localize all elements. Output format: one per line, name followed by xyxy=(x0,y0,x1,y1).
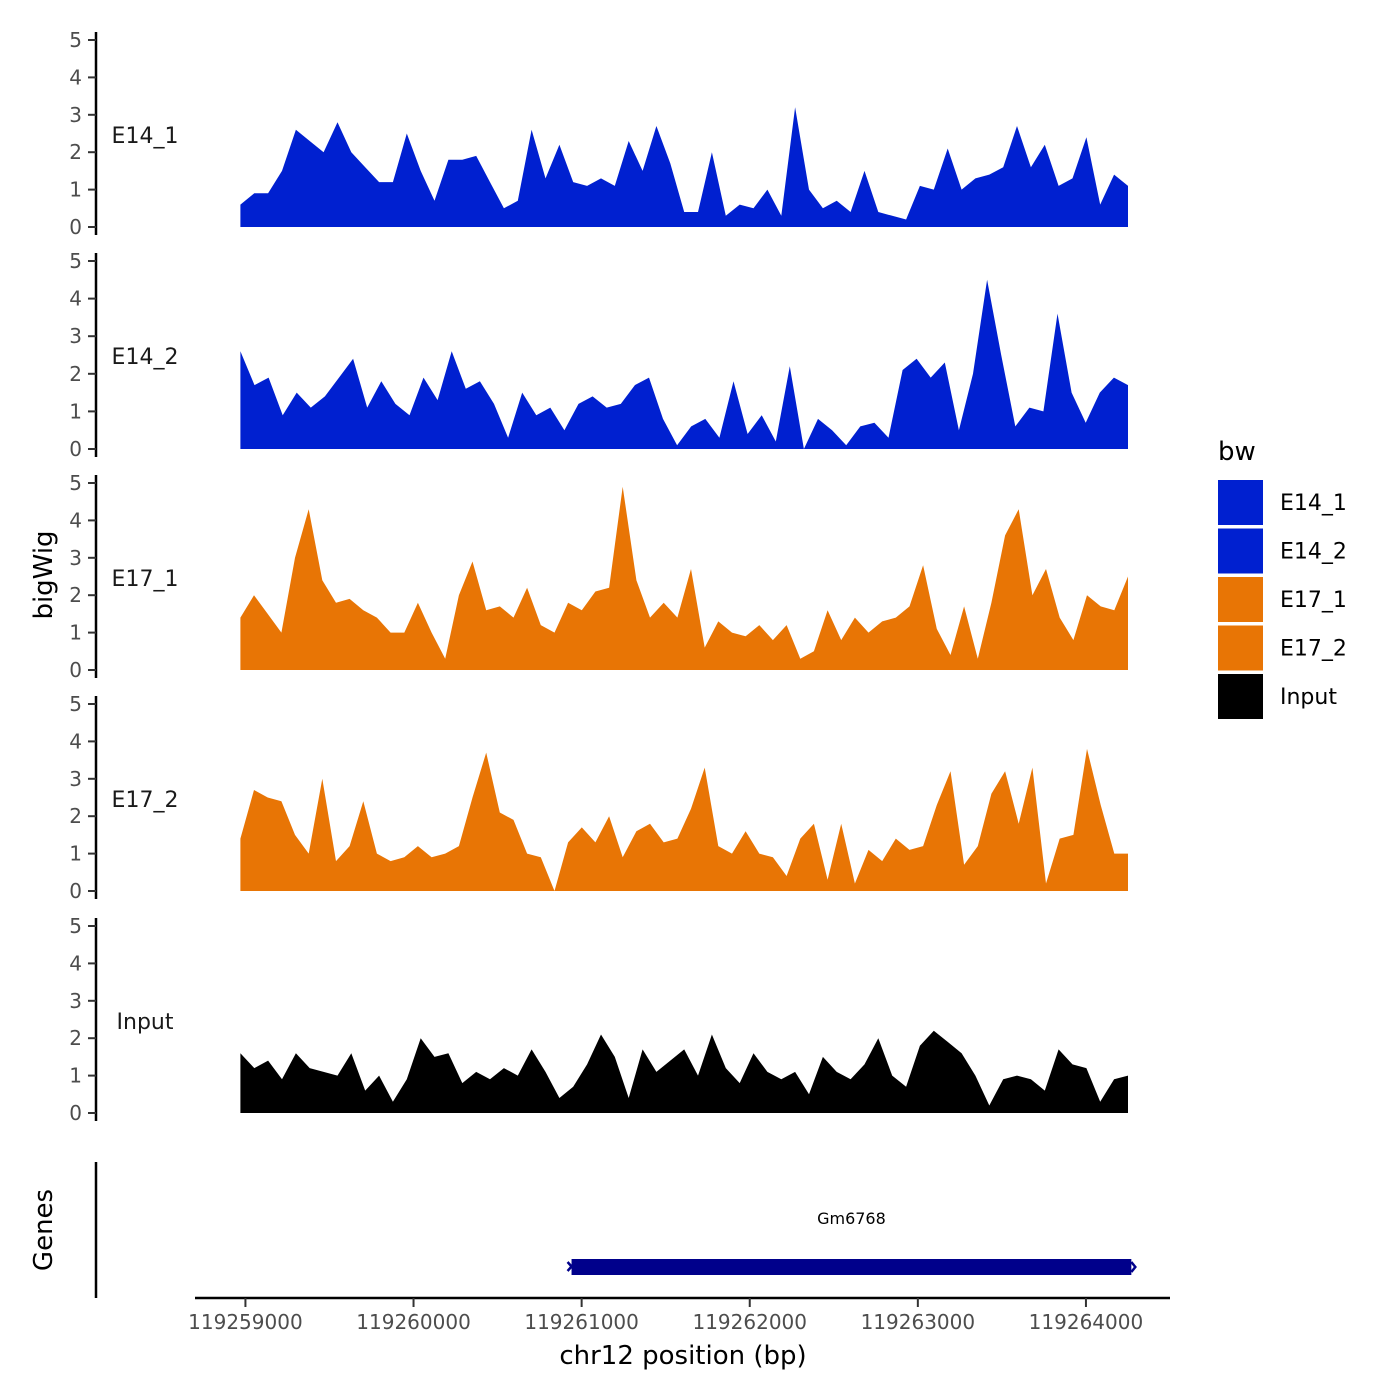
y-tick-label: 4 xyxy=(69,65,82,89)
legend-swatch xyxy=(1218,577,1263,622)
area-e17-2 xyxy=(240,748,1128,891)
x-tick-label: 119264000 xyxy=(1029,1310,1144,1334)
y-tick-label: 2 xyxy=(69,1026,82,1050)
legend-label: Input xyxy=(1280,685,1337,710)
legend-label: E14_1 xyxy=(1280,491,1347,516)
y-axis-title: bigWig xyxy=(29,530,59,619)
y-tick-label: 2 xyxy=(69,140,82,164)
y-tick-label: 0 xyxy=(69,879,82,903)
area-input xyxy=(240,1030,1128,1113)
area-e14-1 xyxy=(240,107,1128,227)
track-e17-1: 0 1 2 3 4 5 E17_1 xyxy=(69,471,1128,682)
legend-item-e14-2: E14_2 xyxy=(1218,528,1347,574)
y-tick-label: 1 xyxy=(69,399,82,423)
genes-panel-title: Genes xyxy=(29,1189,59,1271)
gene-start-marker xyxy=(566,1261,577,1272)
y-tick-label: 3 xyxy=(69,324,82,348)
x-tick-label: 119261000 xyxy=(524,1310,639,1334)
track-label: E17_1 xyxy=(112,567,179,592)
y-tick-label: 5 xyxy=(69,692,82,716)
track-input: 0 1 2 3 4 5 Input xyxy=(69,914,1128,1125)
legend-item-e17-2: E17_2 xyxy=(1218,625,1347,671)
track-label: E14_1 xyxy=(112,124,179,149)
legend-swatch xyxy=(1218,674,1263,719)
track-e14-2: 0 1 2 3 4 5 E14_2 xyxy=(69,249,1128,461)
legend-item-input: Input xyxy=(1218,674,1337,719)
area-e14-2 xyxy=(240,279,1128,449)
y-tick-label: 3 xyxy=(69,546,82,570)
y-tick-label: 2 xyxy=(69,804,82,828)
legend-label: E17_1 xyxy=(1280,588,1347,613)
legend-item-e14-1: E14_1 xyxy=(1218,480,1347,525)
legend-swatch xyxy=(1218,528,1263,574)
legend-swatch xyxy=(1218,480,1263,525)
track-e14-1: 0 1 2 3 4 5 E14_1 xyxy=(69,28,1128,239)
y-tick-label: 1 xyxy=(69,178,82,202)
signal-tracks: 0 1 2 3 4 5 E14_1 0 1 2 3 4 5 E14_2 0 1 2 3 4 5 E17_1 0 1 2 3 4 5 E… xyxy=(69,28,1128,1125)
legend-label: E14_2 xyxy=(1280,540,1347,565)
y-tick-label: 3 xyxy=(69,767,82,791)
y-tick-label: 1 xyxy=(69,842,82,866)
y-tick-label: 4 xyxy=(69,287,82,311)
y-tick-label: 2 xyxy=(69,583,82,607)
y-tick-label: 0 xyxy=(69,1101,82,1125)
y-tick-label: 5 xyxy=(69,914,82,938)
y-tick-label: 1 xyxy=(69,1064,82,1088)
legend-label: E17_2 xyxy=(1280,637,1347,662)
y-tick-label: 0 xyxy=(69,437,82,461)
gene-gm6768: Gm6768 xyxy=(566,1209,1137,1275)
track-label: E14_2 xyxy=(112,345,179,370)
gene-end-marker xyxy=(1130,1261,1137,1273)
area-e17-1 xyxy=(240,486,1128,670)
y-tick-label: 5 xyxy=(69,471,82,495)
y-tick-label: 0 xyxy=(69,658,82,682)
y-tick-label: 1 xyxy=(69,621,82,645)
track-e17-2: 0 1 2 3 4 5 E17_2 xyxy=(69,692,1128,903)
track-label: E17_2 xyxy=(112,788,179,813)
y-tick-label: 5 xyxy=(69,28,82,52)
x-axis-title: chr12 position (bp) xyxy=(559,1341,806,1371)
legend: bw E14_1 E14_2 E17_1 E17_2 Input xyxy=(1218,437,1347,719)
x-tick-label: 119262000 xyxy=(692,1310,807,1334)
legend-item-e17-1: E17_1 xyxy=(1218,577,1347,622)
y-tick-label: 0 xyxy=(69,215,82,239)
y-tick-label: 3 xyxy=(69,989,82,1013)
y-tick-label: 5 xyxy=(69,249,82,273)
track-label: Input xyxy=(117,1010,174,1035)
x-tick-label: 119260000 xyxy=(356,1310,471,1334)
legend-title: bw xyxy=(1218,437,1256,467)
y-tick-label: 4 xyxy=(69,951,82,975)
y-tick-label: 4 xyxy=(69,508,82,532)
legend-swatch xyxy=(1218,625,1263,671)
gene-label: Gm6768 xyxy=(817,1209,886,1228)
y-tick-label: 4 xyxy=(69,729,82,753)
gene-body xyxy=(571,1259,1132,1275)
y-tick-label: 2 xyxy=(69,362,82,386)
x-axis: 119259000 119260000 119261000 119262000 1192… xyxy=(188,1296,1170,1334)
y-tick-label: 3 xyxy=(69,103,82,127)
x-tick-label: 119259000 xyxy=(188,1310,303,1334)
x-tick-label: 119263000 xyxy=(861,1310,976,1334)
genes-panel: Gm6768 xyxy=(94,1162,1137,1298)
